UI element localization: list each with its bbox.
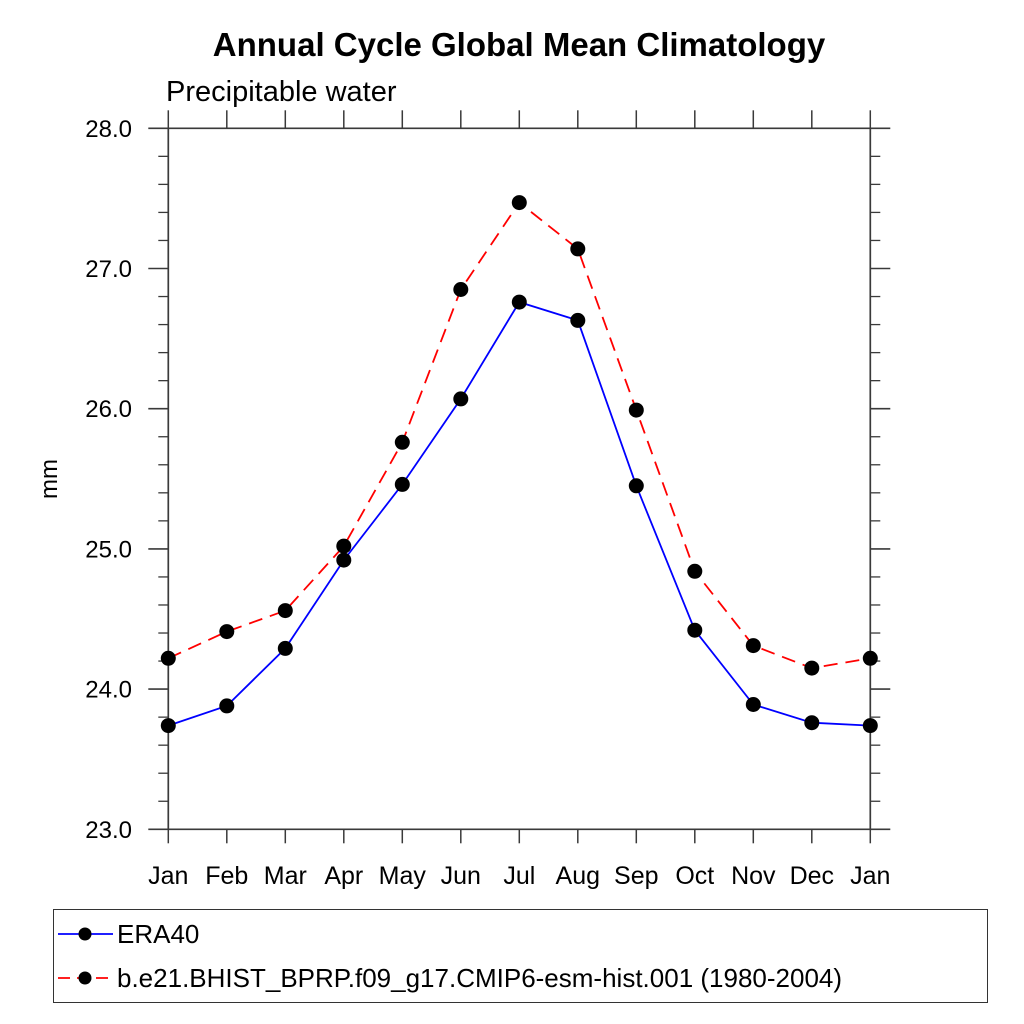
data-point: [219, 698, 235, 714]
legend-sample-solid-line: [58, 927, 113, 941]
data-point: [394, 476, 410, 492]
legend-label: b.e21.BHIST_BPRP.f09_g17.CMIP6-esm-hist.…: [117, 962, 843, 993]
y-tick-label: 24.0: [85, 677, 132, 704]
plot-frame: [167, 127, 872, 831]
data-point: [511, 294, 527, 310]
x-tick-label: Jun: [441, 862, 481, 890]
data-point: [336, 538, 352, 554]
data-point: [628, 402, 644, 418]
legend-marker-icon: [78, 927, 92, 941]
data-point: [804, 715, 820, 731]
series-line-0: [168, 301, 871, 727]
data-point: [453, 391, 469, 407]
x-tick-label: Jul: [503, 862, 535, 890]
legend-box: ERA40 b.e21.BHIST_BPRP.f09_g17.CMIP6-esm…: [53, 909, 988, 1003]
legend-label: ERA40: [117, 918, 200, 949]
data-point: [394, 434, 410, 450]
data-point: [160, 718, 176, 734]
legend-entry-era40: ERA40: [57, 913, 987, 955]
data-point: [570, 241, 586, 257]
data-point: [628, 478, 644, 494]
axes: 23.0 24.0 25.0 26.0 27.0 28.0 Jan Feb Mar Apr May J…: [85, 110, 890, 890]
data-point: [277, 640, 293, 656]
data-series: [160, 195, 878, 734]
series-line-1: [167, 201, 871, 670]
legend-marker-icon: [78, 971, 92, 985]
y-tick-label: 28.0: [85, 116, 132, 143]
data-point: [453, 282, 469, 297]
x-tick-label: Dec: [790, 862, 834, 890]
data-point: [687, 622, 703, 638]
data-point: [511, 195, 527, 211]
x-tick-label: Jan: [148, 862, 188, 890]
x-tick-label: Oct: [675, 862, 714, 890]
data-point: [862, 718, 878, 734]
data-point: [219, 624, 235, 640]
data-point: [687, 563, 703, 579]
y-tick-label: 25.0: [85, 536, 132, 563]
x-tick-label: Mar: [264, 862, 307, 890]
legend-sample-dashed-line: [58, 971, 113, 985]
y-tick-label: 23.0: [85, 817, 132, 844]
data-point: [336, 552, 352, 568]
data-point: [570, 312, 586, 328]
x-tick-label: Aug: [556, 862, 600, 890]
x-tick-label: Sep: [614, 862, 658, 890]
chart-title: Annual Cycle Global Mean Climatology: [212, 26, 826, 63]
chart-subtitle: Precipitable water: [166, 76, 397, 108]
x-tick-label: Feb: [205, 862, 248, 890]
y-tick-label: 27.0: [85, 256, 132, 283]
data-point: [277, 603, 293, 619]
x-tick-label: Jan: [850, 862, 890, 890]
data-point: [745, 697, 761, 712]
x-tick-label: Nov: [731, 862, 776, 890]
x-tick-label: Apr: [324, 862, 363, 890]
data-point: [804, 660, 820, 676]
data-point: [862, 650, 878, 666]
x-tick-label: May: [379, 862, 427, 890]
y-tick-label: 26.0: [85, 396, 132, 423]
legend-entry-model: b.e21.BHIST_BPRP.f09_g17.CMIP6-esm-hist.…: [57, 957, 987, 999]
data-point: [745, 638, 761, 654]
data-point: [160, 650, 176, 666]
